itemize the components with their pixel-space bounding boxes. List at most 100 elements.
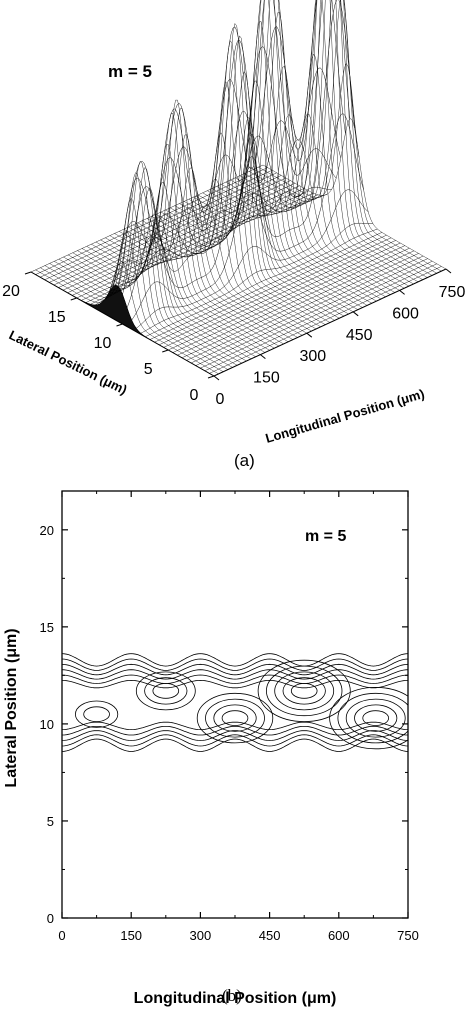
peak-contour	[83, 706, 110, 723]
peak-contour	[221, 710, 249, 726]
surface-line	[202, 11, 386, 297]
surface-line	[58, 167, 242, 364]
x-tick	[260, 354, 266, 359]
y-tick	[70, 297, 77, 301]
surface-line	[211, 114, 396, 293]
surface-line	[81, 216, 266, 353]
x-tick-label: 300	[190, 928, 212, 943]
peak-contour	[196, 692, 274, 744]
y-tick-label: 15	[48, 309, 66, 326]
x-tick-label: 150	[120, 928, 142, 943]
peak-contour	[152, 683, 180, 699]
longitudinal-axis-line	[213, 268, 447, 377]
surface-line	[258, 63, 442, 272]
surface-line	[244, 0, 428, 278]
surface-line	[100, 99, 284, 345]
surface-line	[165, 156, 349, 315]
x-tick	[399, 290, 405, 295]
contour-line	[62, 663, 408, 676]
contour-line	[62, 658, 408, 671]
surface-line	[170, 166, 354, 312]
plot-frame	[61, 490, 409, 919]
peak-contour	[290, 683, 318, 699]
contour-line	[62, 674, 408, 684]
surface-line	[44, 198, 229, 370]
surface-axes: 0 150 300 450 600 750 0 5 10 15 20	[2, 268, 466, 408]
y-tick-label: 5	[144, 361, 153, 378]
surface-line	[262, 118, 447, 270]
contour-axes: 0 150 300 450 600 750 0 5 10 15 20	[40, 491, 419, 943]
peak-contour	[329, 687, 408, 750]
peak-contour	[345, 698, 406, 738]
x-tick-label: 0	[58, 928, 65, 943]
peak-contour	[274, 671, 335, 711]
surface-line	[86, 182, 270, 351]
y-tick-label: 15	[40, 620, 54, 635]
surface-line	[91, 144, 275, 349]
surface-line	[109, 134, 293, 340]
surface-line	[156, 71, 340, 319]
surface-line	[174, 133, 358, 310]
y-tick-label: 10	[94, 335, 112, 352]
y-tick-label: 10	[40, 717, 54, 732]
y-tick-label: 0	[47, 911, 54, 926]
peak-contour	[257, 659, 351, 722]
surface-line	[216, 139, 400, 291]
surface-line	[77, 237, 261, 355]
peak-contour	[213, 704, 257, 732]
contour-line	[62, 669, 408, 680]
panel-label-a: (a)	[234, 451, 255, 470]
x-tick-label: 600	[328, 928, 350, 943]
contour-line	[62, 726, 408, 736]
surface-line	[114, 167, 298, 338]
peak-contour	[354, 704, 398, 732]
surface-line	[137, 81, 321, 327]
surface-line	[95, 113, 280, 347]
x-tick	[306, 332, 313, 338]
x-tick-label: 0	[216, 391, 225, 408]
y-tick	[162, 349, 169, 353]
peak-contour	[135, 671, 196, 711]
longitudinal-axis-label-a: Longitudinal Position (μm)	[264, 386, 426, 446]
contour-lines	[62, 653, 408, 752]
x-tick-label: 450	[346, 327, 373, 344]
x-tick-label: 750	[397, 928, 419, 943]
contour-line	[62, 730, 408, 741]
surface-line	[40, 230, 224, 372]
surface-line	[235, 0, 419, 282]
y-tick-label: 20	[40, 523, 54, 538]
surface-line	[119, 195, 303, 336]
x-tick-label: 600	[392, 305, 419, 322]
y-tick-label: 0	[190, 387, 199, 404]
peak-contour	[144, 677, 188, 705]
y-tick	[24, 271, 32, 275]
surface-line	[146, 23, 331, 323]
y-tick	[116, 323, 123, 327]
surface-line	[123, 205, 307, 334]
peak-contour	[266, 665, 343, 717]
x-tick-label: 750	[439, 284, 466, 301]
surface-line	[197, 0, 382, 300]
peak-contour	[205, 698, 265, 738]
contour-line	[62, 734, 408, 747]
x-tick-label: 150	[253, 370, 280, 387]
surface-line	[221, 113, 405, 289]
annotation-b: m = 5	[305, 528, 346, 545]
x-tick-label: 450	[259, 928, 281, 943]
surface-line	[128, 179, 312, 332]
panel-label-b: (b)	[222, 986, 242, 1005]
surface-line	[188, 0, 372, 304]
surface-line	[105, 108, 289, 342]
surface-line	[193, 0, 377, 302]
surface-line	[248, 0, 433, 276]
peak-contour	[282, 677, 326, 705]
surface-line	[142, 40, 326, 325]
surface-line	[132, 132, 317, 330]
surface-line	[230, 0, 414, 285]
contour-line	[62, 679, 408, 689]
surface-line	[151, 35, 335, 321]
x-axis-label-b: Longitudinal Position (μm)	[134, 990, 337, 1007]
y-axis-label-b: Lateral Position (μm)	[3, 628, 20, 787]
surface-line	[68, 213, 252, 360]
x-tick	[213, 375, 220, 381]
